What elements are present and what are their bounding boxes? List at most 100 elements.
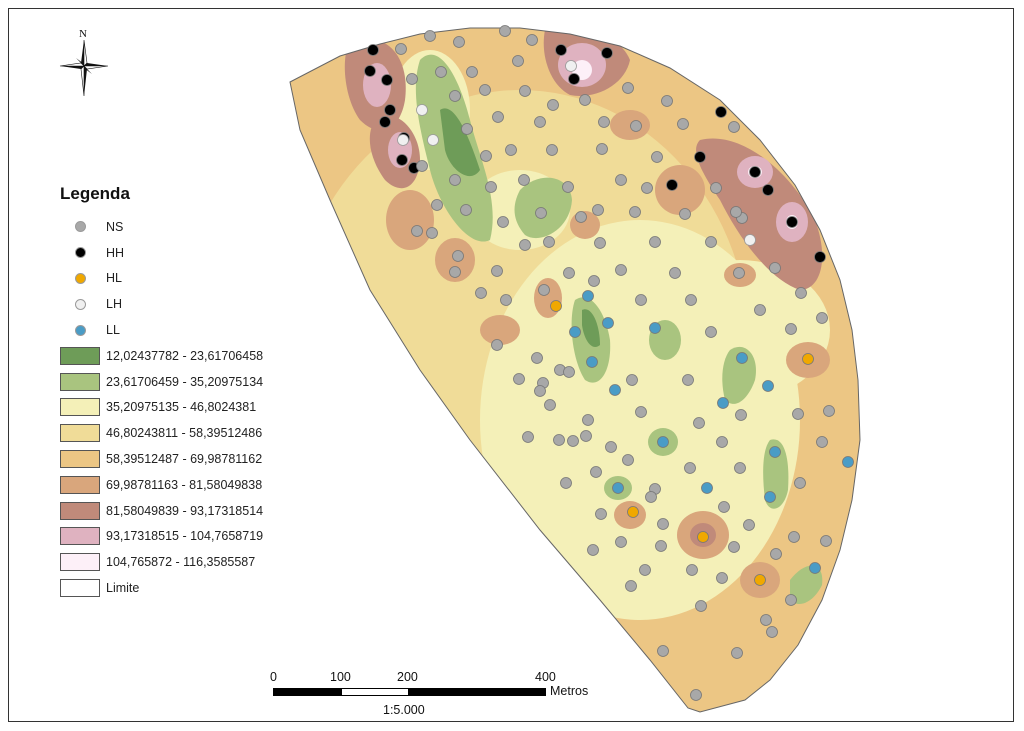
legend-item-label: 35,20975135 - 46,8024381 (106, 400, 257, 415)
legend-item-limit: Limite (60, 575, 320, 601)
sample-point-ns (615, 536, 627, 548)
sample-point-hl (550, 300, 562, 312)
sample-point-ns (595, 508, 607, 520)
sample-point-ns (685, 294, 697, 306)
zone-class-6d (480, 315, 520, 345)
sample-point-ns (679, 208, 691, 220)
scale-segment (273, 688, 341, 696)
sample-point-ns (543, 236, 555, 248)
legend-class-list: 12,02437782 - 23,61706458 23,61706459 - 3… (60, 343, 320, 575)
sample-point-ll (609, 384, 621, 396)
sample-point-ns (479, 84, 491, 96)
sample-point-ns (453, 36, 465, 48)
sample-point-ns (588, 275, 600, 287)
legend-swatch (60, 424, 100, 443)
legend-swatch (60, 475, 100, 494)
sample-point-hh (367, 44, 379, 56)
sample-point-hh (601, 47, 613, 59)
sample-point-ns (460, 204, 472, 216)
sample-point-ns (728, 541, 740, 553)
sample-point-ns (563, 366, 575, 378)
legend-dot-icon (74, 221, 86, 233)
sample-point-ns (592, 204, 604, 216)
sample-point-ns (657, 518, 669, 530)
scale-segment (341, 688, 409, 696)
sample-point-ns (435, 66, 447, 78)
sample-point-ns (657, 645, 669, 657)
legend-item-hl: HL (60, 266, 320, 292)
legend-point-list: NS HH HL LH LL (60, 214, 320, 343)
sample-point-ll (657, 436, 669, 448)
sample-point-ns (655, 540, 667, 552)
legend-item-class-5: 58,39512487 - 69,98781162 (60, 446, 320, 472)
sample-point-ns (534, 385, 546, 397)
sample-point-ns (639, 564, 651, 576)
sample-point-ns (505, 144, 517, 156)
sample-point-ns (424, 30, 436, 42)
sample-point-ns (743, 519, 755, 531)
legend-dot-icon (74, 324, 86, 336)
sample-point-ns (452, 250, 464, 262)
scale-bar: 0 100 200 400 Metros 1:5.000 (270, 670, 610, 718)
sample-point-ns (449, 174, 461, 186)
map-frame (8, 8, 1014, 722)
legend-item-class-3: 35,20975135 - 46,8024381 (60, 395, 320, 421)
sample-point-ns (651, 151, 663, 163)
sample-point-ns (546, 144, 558, 156)
legend-dot-icon (74, 272, 86, 284)
sample-point-ns (695, 600, 707, 612)
sample-point-ns (513, 373, 525, 385)
sample-point-ns (431, 199, 443, 211)
points-layer (364, 25, 854, 701)
legend: Legenda NS HH HL LH LL 12,02437782 - 23,6170… (60, 184, 320, 601)
zone-class-6 (655, 165, 705, 215)
zone-class-7d (696, 138, 823, 290)
sample-point-ns (686, 564, 698, 576)
legend-swatch (60, 553, 100, 572)
sample-point-ll (602, 317, 614, 329)
sample-point-ll (842, 456, 854, 468)
sample-point-ns (497, 216, 509, 228)
sample-point-ns (534, 116, 546, 128)
sample-point-ns (635, 406, 647, 418)
sample-point-hh (786, 216, 798, 228)
sample-point-ns (518, 174, 530, 186)
sample-point-ns (733, 267, 745, 279)
sample-point-ns (794, 477, 806, 489)
sample-point-ll (769, 446, 781, 458)
sample-point-ns (645, 491, 657, 503)
sample-point-ns (491, 339, 503, 351)
sample-point-ns (626, 374, 638, 386)
sample-point-hh (666, 179, 678, 191)
legend-swatch (60, 450, 100, 469)
sample-point-lh (397, 134, 409, 146)
sample-point-ns (728, 121, 740, 133)
sample-point-ns (526, 34, 538, 46)
sample-point-ll (569, 326, 581, 338)
sample-point-ll (586, 356, 598, 368)
sample-point-ns (575, 211, 587, 223)
sample-point-ll (717, 397, 729, 409)
sample-point-ns (716, 436, 728, 448)
zone-class-6b (610, 110, 650, 140)
sample-point-ns (598, 116, 610, 128)
legend-dot-icon (74, 247, 86, 259)
zone-class-1 (440, 108, 480, 177)
legend-swatch (60, 398, 100, 417)
sample-point-ns (622, 82, 634, 94)
sample-point-ns (682, 374, 694, 386)
sample-point-ns (538, 284, 550, 296)
sample-point-ns (406, 73, 418, 85)
sample-point-hl (802, 353, 814, 365)
sample-point-hl (697, 531, 709, 543)
sample-point-ns (531, 352, 543, 364)
sample-point-ns (567, 435, 579, 447)
sample-point-ns (491, 265, 503, 277)
sample-point-ns (596, 143, 608, 155)
sample-point-ns (766, 626, 778, 638)
sample-point-ll (582, 290, 594, 302)
sample-point-ns (522, 431, 534, 443)
sample-point-ns (735, 409, 747, 421)
sample-point-ns (426, 227, 438, 239)
